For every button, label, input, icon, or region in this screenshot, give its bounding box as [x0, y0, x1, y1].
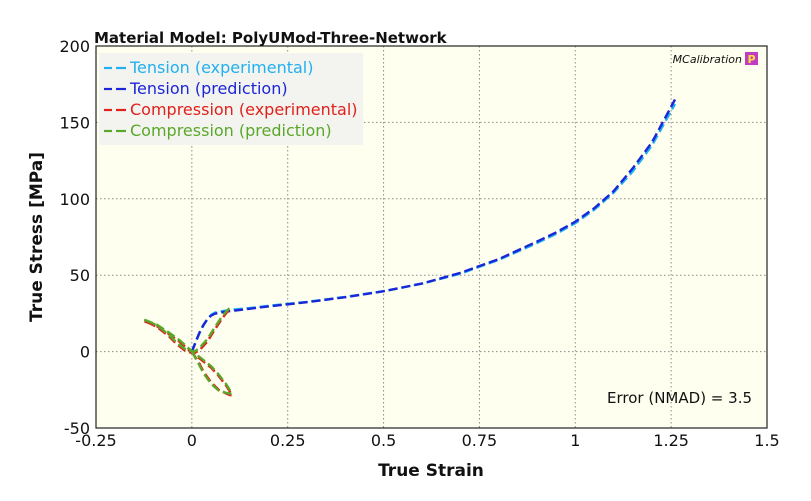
- x-tick-label: 1.5: [754, 431, 779, 450]
- plot-frame: [95, 45, 768, 429]
- mcalibration-badge: MCalibration P: [673, 52, 758, 66]
- legend-box: [99, 53, 363, 145]
- badge-logo-letter: P: [747, 53, 755, 66]
- legend-label: Compression (experimental): [130, 100, 358, 119]
- series-lines: [142, 98, 677, 397]
- y-tick-label: 200: [59, 37, 90, 56]
- x-tick-label: 0: [187, 431, 197, 450]
- tick-labels: -0.25 0 0.25 0.5 0.75 1 1.25 1.5 -50 0 50 100 150 200: [59, 37, 779, 450]
- x-tick-label: 0.5: [371, 431, 396, 450]
- legend-label: Tension (experimental): [129, 58, 313, 77]
- x-tick-label: 0.75: [462, 431, 498, 450]
- x-tick-label: -0.25: [75, 431, 116, 450]
- x-tick-label: 0.25: [270, 431, 306, 450]
- y-tick-label: 50: [70, 266, 90, 285]
- series-line-4: [142, 306, 234, 395]
- series-line-2: [190, 98, 677, 353]
- y-tick-label: -50: [64, 419, 90, 438]
- x-axis-label: True Strain: [378, 461, 484, 481]
- error-annotation: Error (NMAD) = 3.5: [607, 389, 752, 407]
- legend-label: Tension (prediction): [129, 79, 288, 98]
- legend: Tension (experimental) Tension (predictio…: [99, 53, 363, 145]
- badge-text: MCalibration: [673, 53, 742, 66]
- legend-label: Compression (prediction): [130, 121, 332, 140]
- chart-title: Material Model: PolyUMod-Three-Network: [94, 29, 448, 47]
- y-axis-label: True Stress [MPa]: [27, 152, 47, 322]
- x-tick-label: 1: [570, 431, 580, 450]
- y-tick-label: 0: [80, 343, 90, 362]
- y-tick-label: 100: [59, 190, 90, 209]
- x-tick-label: 1.25: [653, 431, 689, 450]
- y-tick-label: 150: [59, 113, 90, 132]
- mcalibration-logo-icon: [745, 52, 758, 65]
